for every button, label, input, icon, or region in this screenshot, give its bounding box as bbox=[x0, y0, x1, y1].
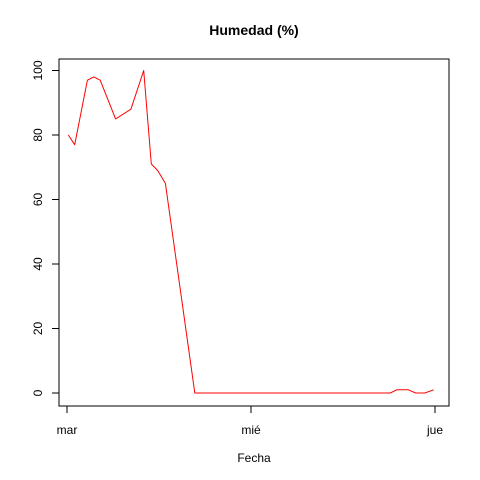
x-axis-label: Fecha bbox=[237, 451, 271, 465]
chart-title: Humedad (%) bbox=[209, 22, 298, 38]
y-tick-label: 60 bbox=[31, 193, 45, 207]
y-axis: 0 20 40 60 80 100 bbox=[31, 60, 60, 396]
humidity-series-line bbox=[67, 70, 434, 394]
y-tick-label: 40 bbox=[31, 257, 45, 271]
x-tick-label: mié bbox=[241, 423, 261, 437]
y-tick-label: 0 bbox=[31, 389, 45, 396]
x-tick-label: mar bbox=[57, 423, 78, 437]
y-tick-label: 80 bbox=[31, 128, 45, 142]
plot-area-frame bbox=[58, 58, 450, 407]
y-tick-label: 20 bbox=[31, 322, 45, 336]
series-layer bbox=[67, 70, 434, 394]
y-tick-label: 100 bbox=[31, 60, 45, 80]
x-tick-label: jue bbox=[426, 423, 443, 437]
x-axis: mar mié jue bbox=[57, 405, 443, 437]
